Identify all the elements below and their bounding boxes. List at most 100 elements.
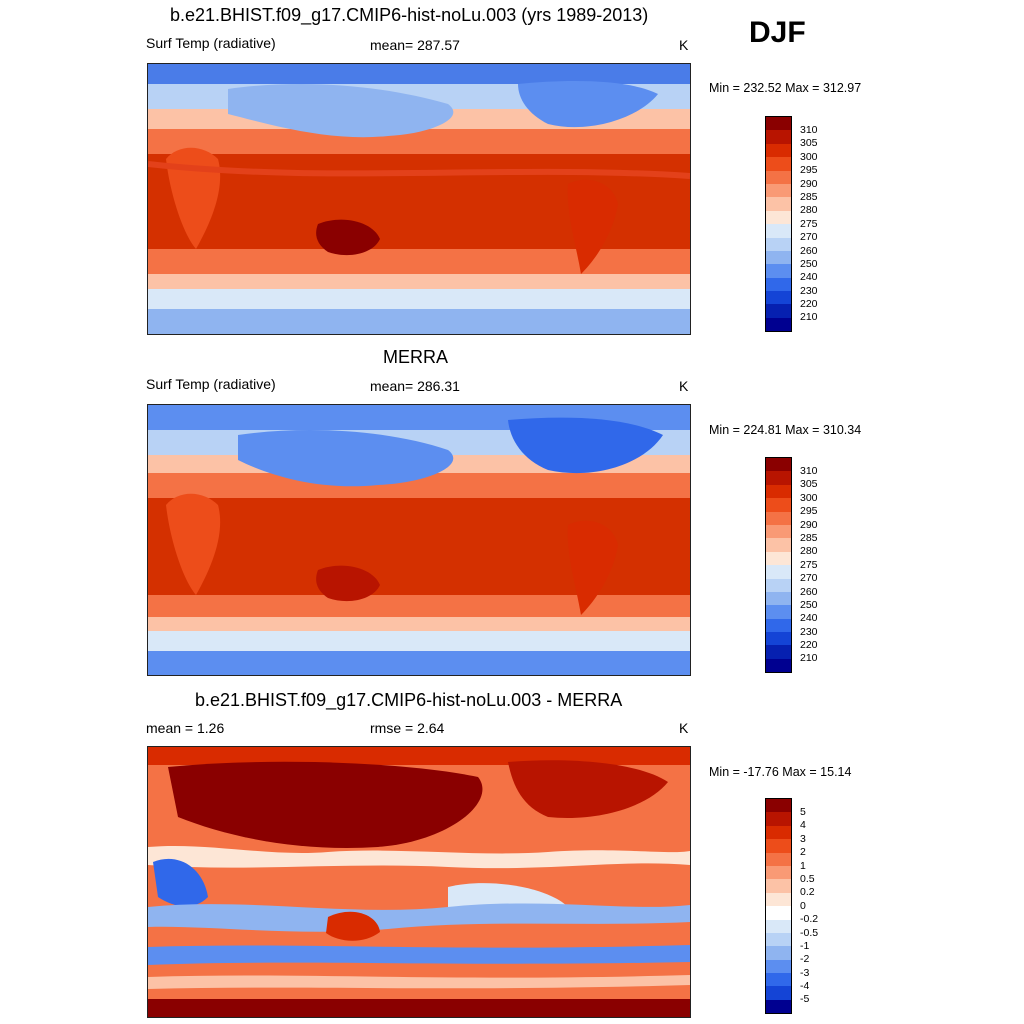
colorbar-segment: [766, 524, 791, 539]
colorbar-segment: [766, 210, 791, 225]
panel-1-units: K: [679, 37, 689, 53]
panel-1-variable-label: Surf Temp (radiative): [146, 35, 276, 51]
model-temperature-map: [148, 64, 690, 334]
panel-3-colorbar: [765, 798, 792, 1015]
colorbar-segment: [766, 291, 791, 305]
colorbar-segment: [766, 498, 791, 512]
colorbar-tick-label: 250: [800, 598, 818, 611]
panel-3-map: [147, 746, 691, 1018]
colorbar-segment: [766, 973, 791, 987]
colorbar-tick-label: 280: [800, 204, 818, 217]
colorbar-tick-label: 220: [800, 639, 818, 652]
panel-1-title: b.e21.BHIST.f09_g17.CMIP6-hist-noLu.003 …: [170, 5, 649, 25]
season-label: DJF: [749, 16, 806, 49]
colorbar-tick-label: -0.2: [800, 913, 819, 926]
colorbar-segment: [766, 852, 791, 866]
colorbar-tick-label: 305: [800, 478, 818, 491]
panel-1-map: [147, 63, 691, 335]
colorbar-segment: [766, 892, 791, 907]
colorbar-segment: [766, 264, 791, 278]
colorbar-tick-label: 210: [800, 311, 818, 324]
panel-3-title: b.e21.BHIST.f09_g17.CMIP6-hist-noLu.003 …: [195, 690, 623, 710]
colorbar-tick-label: 310: [800, 124, 818, 136]
colorbar-segment: [766, 906, 791, 920]
colorbar-tick-label: 0: [800, 899, 806, 912]
colorbar-segment: [766, 237, 791, 251]
colorbar-segment: [766, 618, 791, 633]
colorbar-tick-label: 230: [800, 284, 818, 297]
colorbar-segment: [766, 317, 791, 332]
colorbar-tick-label: -4: [800, 980, 810, 993]
colorbar-tick-label: 240: [800, 612, 818, 625]
panel-3-colorbar-labels: 5 4 3 2 1 0.5 0.2 0 -0.2 -0.5 -1 -2 -3 -4 -5: [800, 806, 818, 1007]
panel-2-variable-label: Surf Temp (radiative): [146, 376, 276, 392]
colorbar-tick-label: 305: [800, 137, 818, 150]
colorbar-segment: [766, 879, 791, 893]
colorbar-segment: [766, 605, 791, 619]
colorbar-tick-label: 0.2: [800, 886, 815, 899]
colorbar-tick-label: 275: [800, 558, 818, 571]
colorbar-segment: [766, 959, 791, 974]
colorbar-segment: [766, 197, 791, 211]
colorbar-segment: [766, 277, 791, 292]
colorbar-segment: [766, 117, 791, 131]
colorbar-segment: [766, 250, 791, 265]
colorbar-segment: [766, 591, 791, 606]
colorbar-tick-label: 220: [800, 298, 818, 311]
colorbar-segment: [766, 458, 791, 472]
colorbar-segment: [766, 538, 791, 552]
colorbar-segment: [766, 632, 791, 646]
colorbar-segment: [766, 658, 791, 673]
colorbar-tick-label: 230: [800, 625, 818, 638]
panel-2-minmax: Min = 224.81 Max = 310.34: [709, 423, 862, 437]
colorbar-tick-label: 295: [800, 505, 818, 518]
colorbar-segment: [766, 565, 791, 579]
colorbar-segment: [766, 511, 791, 525]
panel-2-title: MERRA: [383, 347, 449, 367]
colorbar-tick-label: -2: [800, 953, 810, 966]
colorbar-tick-label: -5: [800, 993, 810, 1006]
panel-1-mean-label: mean= 287.57: [370, 37, 460, 53]
panel-2-map: [147, 404, 691, 676]
colorbar-segment: [766, 170, 791, 184]
colorbar-segment: [766, 551, 791, 566]
colorbar-tick-label: 290: [800, 177, 818, 190]
merra-temperature-map: [148, 405, 690, 675]
panel-1-colorbar-labels: 310 305 300 295 290 285 280 275 270 260 250 240 230 2…: [800, 124, 818, 325]
colorbar-segment: [766, 919, 791, 933]
colorbar-segment: [766, 224, 791, 238]
colorbar-tick-label: 0.5: [800, 872, 815, 885]
colorbar-tick-label: 290: [800, 518, 818, 531]
colorbar-tick-label: 285: [800, 531, 818, 544]
colorbar-tick-label: 240: [800, 271, 818, 284]
colorbar-segment: [766, 839, 791, 853]
colorbar-tick-label: 250: [800, 257, 818, 270]
colorbar-segment: [766, 157, 791, 171]
panel-1-colorbar: [765, 116, 792, 333]
panel-2-colorbar: [765, 457, 792, 674]
colorbar-segment: [766, 865, 791, 880]
panel-2-colorbar-labels: 310 305 300 295 290 285 280 275 270 260 250 240 230 2…: [800, 465, 818, 666]
colorbar-tick-label: 310: [800, 465, 818, 477]
colorbar-tick-label: 3: [800, 832, 806, 845]
colorbar-tick-label: 285: [800, 190, 818, 203]
colorbar-segment: [766, 471, 791, 485]
colorbar-segment: [766, 183, 791, 198]
colorbar-tick-label: 2: [800, 846, 806, 859]
colorbar-tick-label: -3: [800, 966, 810, 979]
colorbar-segment: [766, 304, 791, 318]
colorbar-segment: [766, 946, 791, 960]
colorbar-segment: [766, 812, 791, 826]
colorbar-tick-label: 275: [800, 217, 818, 230]
colorbar-tick-label: 4: [800, 819, 806, 832]
colorbar-segment: [766, 999, 791, 1014]
colorbar-segment: [766, 578, 791, 592]
panel-3-rmse-label: rmse = 2.64: [370, 720, 445, 736]
panel-2-mean-label: mean= 286.31: [370, 378, 460, 394]
difference-map: [148, 747, 690, 1017]
colorbar-tick-label: 295: [800, 164, 818, 177]
colorbar-tick-label: 270: [800, 231, 818, 244]
colorbar-segment: [766, 986, 791, 1000]
panel-3-mean-label: mean = 1.26: [146, 720, 225, 736]
colorbar-tick-label: 300: [800, 491, 818, 504]
